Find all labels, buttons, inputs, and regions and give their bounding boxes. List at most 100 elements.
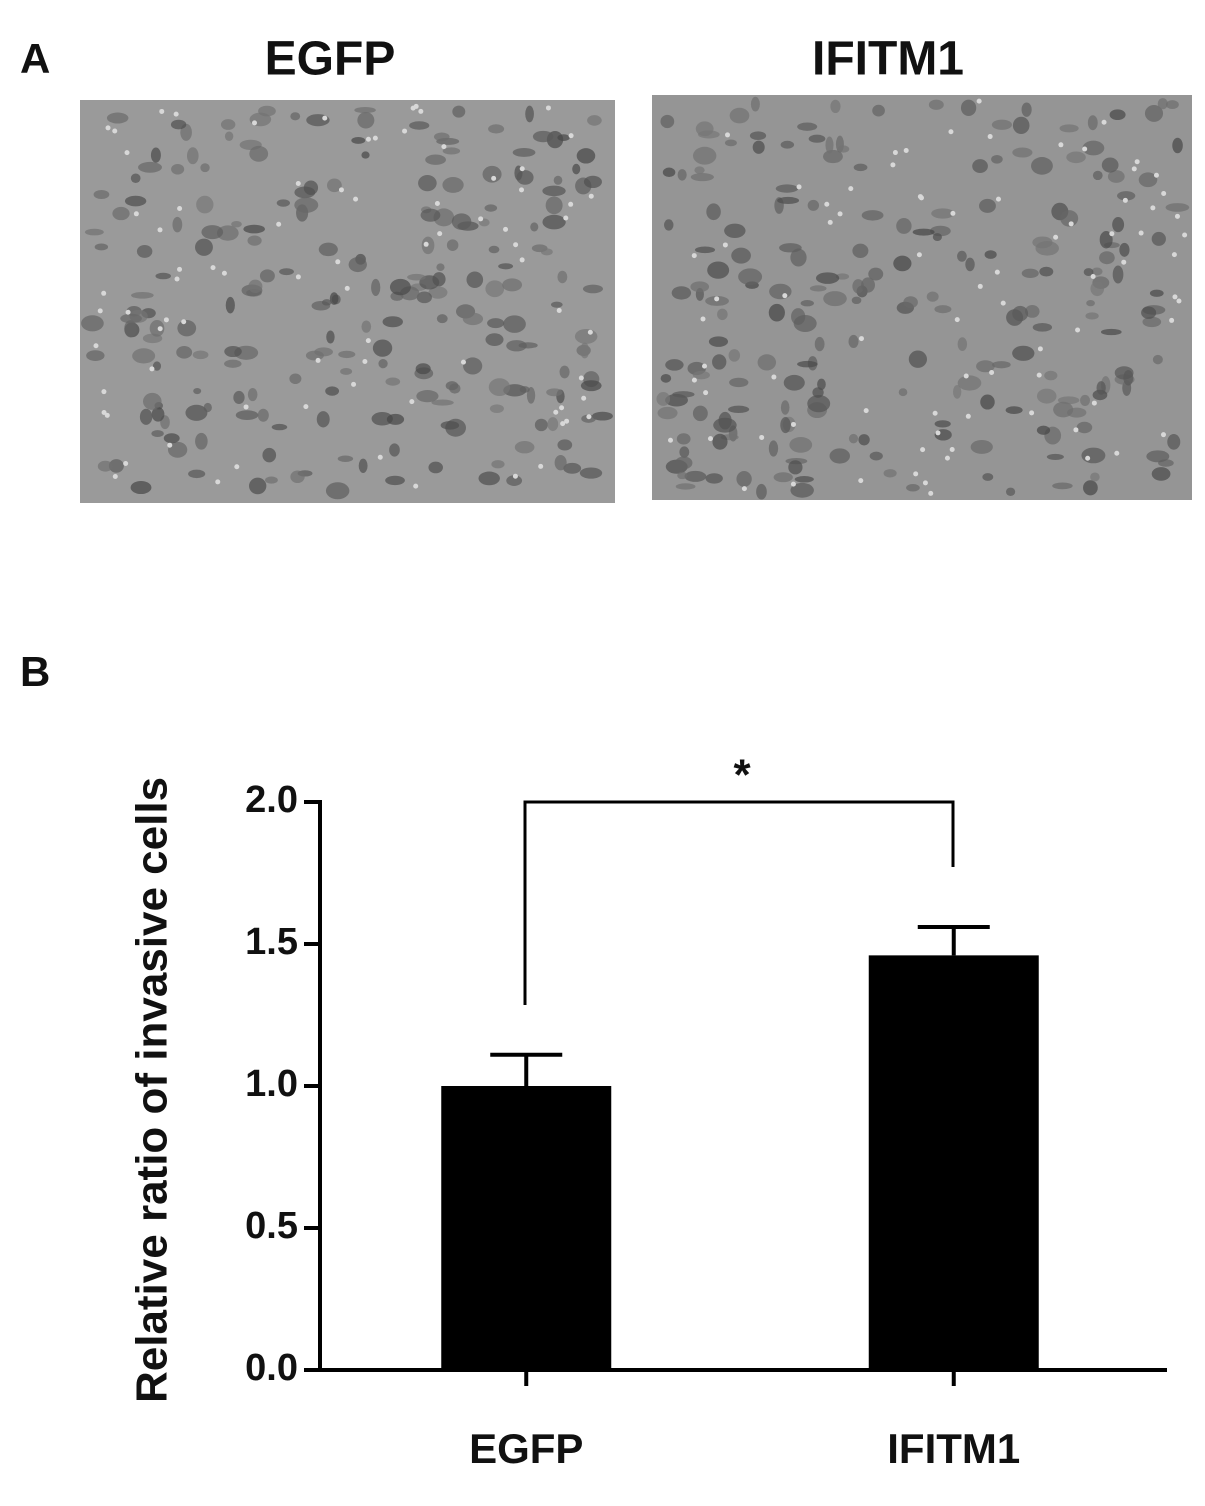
- cell: [484, 204, 498, 212]
- cell: [790, 482, 814, 498]
- particle: [353, 196, 359, 202]
- bar: [441, 1086, 612, 1370]
- particle: [903, 147, 909, 153]
- cell: [932, 233, 942, 242]
- particle: [513, 242, 519, 248]
- cell: [442, 147, 461, 155]
- cell: [506, 475, 523, 486]
- cell: [749, 131, 767, 141]
- particle: [722, 242, 728, 248]
- particle: [1172, 294, 1178, 300]
- particle: [402, 128, 408, 134]
- cell: [247, 387, 258, 402]
- cell: [1117, 191, 1136, 201]
- cell: [780, 140, 795, 149]
- cell: [1012, 147, 1033, 158]
- particle: [418, 108, 424, 114]
- cell: [514, 441, 535, 454]
- particle: [827, 219, 833, 225]
- significance-bracket: [523, 800, 955, 1005]
- particle: [824, 201, 830, 207]
- particle: [1114, 450, 1120, 456]
- cell: [957, 250, 967, 262]
- cell: [506, 340, 527, 352]
- particle: [413, 103, 419, 109]
- cell: [525, 105, 534, 123]
- cell: [547, 417, 559, 432]
- cell: [830, 99, 841, 114]
- cell: [433, 132, 450, 142]
- cell: [1080, 394, 1091, 406]
- cell: [446, 239, 459, 252]
- particle: [954, 317, 960, 323]
- particle: [1176, 298, 1182, 304]
- cell: [451, 213, 472, 230]
- cell: [540, 248, 553, 256]
- cell: [124, 195, 147, 207]
- cell: [773, 472, 793, 483]
- cell: [163, 433, 180, 444]
- cell: [542, 214, 566, 230]
- cell: [1012, 116, 1030, 135]
- cell: [1144, 104, 1164, 122]
- particle: [1109, 231, 1115, 237]
- cell: [452, 105, 466, 118]
- particle: [377, 454, 383, 460]
- cell: [807, 394, 831, 413]
- particle: [858, 336, 864, 342]
- cell: [120, 313, 142, 324]
- particle: [1090, 273, 1096, 279]
- cell: [780, 417, 791, 434]
- x-tick-label: IFITM1: [887, 1425, 1020, 1472]
- cell: [416, 390, 439, 403]
- particle: [365, 136, 371, 142]
- cell: [717, 308, 728, 321]
- cell: [984, 250, 997, 259]
- cell: [1092, 170, 1103, 181]
- cell: [660, 114, 675, 129]
- particle: [782, 293, 788, 299]
- cell: [186, 147, 199, 165]
- particle: [563, 215, 569, 221]
- cell: [825, 136, 834, 154]
- cell: [224, 346, 242, 358]
- cell: [861, 210, 884, 221]
- particle: [714, 296, 720, 302]
- cell: [196, 195, 214, 214]
- cell: [372, 339, 393, 357]
- cell: [463, 357, 483, 375]
- particle: [491, 175, 497, 181]
- cell: [896, 218, 912, 234]
- cell: [265, 476, 278, 484]
- cell: [224, 359, 242, 368]
- particle: [538, 463, 544, 469]
- cell: [852, 243, 869, 259]
- particle: [916, 252, 922, 258]
- cell: [991, 119, 1012, 130]
- particle: [1053, 234, 1059, 240]
- cell: [853, 163, 868, 172]
- cell: [707, 261, 730, 279]
- cell: [695, 121, 714, 137]
- particle: [1161, 191, 1167, 197]
- cell: [488, 124, 505, 134]
- cell: [289, 373, 302, 385]
- cell: [276, 199, 290, 207]
- cell: [488, 245, 500, 254]
- cell: [563, 462, 582, 474]
- particle: [365, 338, 371, 344]
- image-title: EGFP: [265, 33, 396, 86]
- cell: [329, 292, 339, 305]
- cell: [957, 375, 982, 391]
- cell: [684, 470, 707, 482]
- particle: [994, 269, 1000, 275]
- cell: [385, 377, 401, 386]
- particle: [335, 259, 341, 265]
- particle: [503, 226, 509, 232]
- cell: [195, 432, 208, 450]
- cell: [808, 134, 826, 143]
- particle: [892, 150, 898, 156]
- cell: [462, 312, 484, 326]
- cell: [768, 303, 785, 322]
- particle: [105, 125, 111, 131]
